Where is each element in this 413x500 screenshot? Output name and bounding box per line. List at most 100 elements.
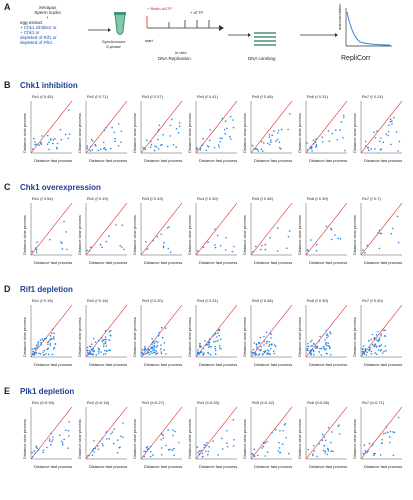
data-point: [219, 338, 222, 340]
rx-label: Rx3 (f 0.20): [142, 298, 163, 303]
data-point: [328, 345, 330, 347]
data-point: [104, 353, 107, 355]
data-point: [256, 348, 258, 350]
data-point: [263, 335, 265, 338]
data-point: [43, 338, 46, 341]
diagonal-line: [85, 203, 128, 256]
data-point: [363, 453, 365, 455]
data-point: [231, 250, 234, 253]
y-axis-label: Distance slow process: [297, 317, 302, 357]
data-point: [269, 343, 271, 346]
data-point: [39, 353, 42, 355]
data-point: [86, 249, 88, 252]
data-point: [375, 333, 378, 336]
data-point: [145, 240, 147, 243]
data-point: [93, 451, 95, 453]
data-point: [50, 443, 52, 446]
data-point: [35, 446, 37, 448]
y-axis-label: Distance slow process: [132, 215, 137, 255]
data-point: [66, 248, 68, 251]
data-point: [376, 130, 378, 132]
data-point: [311, 339, 313, 342]
data-point: [373, 452, 375, 455]
rx-label: Rx1 (f 0.15): [32, 298, 53, 303]
x-axis-label: Distance fast process: [89, 464, 128, 469]
data-point: [226, 430, 228, 432]
data-point: [365, 354, 368, 356]
data-point: [151, 343, 153, 345]
plot-axes: [305, 101, 347, 154]
data-point: [324, 450, 326, 452]
data-point: [310, 341, 312, 343]
data-point: [160, 348, 162, 350]
data-point: [163, 349, 165, 351]
data-point: [340, 121, 343, 123]
data-point: [374, 137, 377, 139]
data-point: [315, 249, 318, 252]
data-point: [218, 347, 221, 349]
start-label: start: [145, 38, 153, 43]
data-point: [35, 251, 38, 253]
diagonal-line: [360, 407, 403, 460]
data-point: [203, 443, 205, 446]
data-point: [381, 352, 384, 354]
scatter-plot: [360, 305, 403, 358]
invitro-label: in vitro: [175, 50, 187, 55]
data-point: [169, 448, 171, 451]
data-point: [334, 234, 336, 236]
data-point: [265, 331, 268, 334]
data-point: [391, 227, 394, 230]
data-point: [36, 447, 39, 449]
data-point: [383, 329, 385, 331]
x-axis-label: Distance fast process: [34, 260, 73, 265]
data-point: [53, 338, 55, 340]
data-point: [38, 352, 40, 355]
y-axis-label: Distance slow process: [132, 419, 137, 459]
data-point: [33, 450, 35, 452]
data-point: [362, 351, 365, 354]
data-point: [268, 345, 271, 347]
data-point: [251, 351, 253, 354]
data-point: [91, 149, 93, 151]
data-point: [309, 349, 311, 352]
data-point: [277, 227, 279, 229]
data-point: [40, 343, 42, 346]
data-point: [315, 145, 318, 147]
data-point: [42, 351, 44, 353]
data-point: [307, 249, 309, 252]
data-point: [373, 454, 375, 456]
data-point: [274, 428, 277, 431]
panel-letter-a: A: [4, 2, 11, 12]
data-point: [91, 449, 94, 452]
x-axis-label: Distance fast process: [199, 362, 238, 367]
data-point: [178, 441, 180, 444]
autocorrelation-label: autocorrelation: [337, 3, 342, 30]
x-axis-label: Distance fast process: [144, 464, 183, 469]
data-point: [209, 139, 211, 142]
data-point: [48, 440, 51, 442]
data-point: [251, 452, 254, 455]
x-axis-label: Distance fast process: [309, 362, 348, 367]
data-point: [104, 349, 106, 352]
data-point: [324, 452, 326, 454]
data-point: [310, 345, 312, 347]
panel-letter-d: D: [4, 284, 11, 294]
data-point: [199, 147, 202, 149]
x-axis-label: Distance fast process: [309, 158, 348, 163]
data-point: [32, 148, 34, 150]
data-point: [268, 349, 270, 352]
data-point: [384, 329, 386, 331]
data-point: [156, 146, 158, 148]
data-point: [263, 142, 265, 144]
scatter-plot: [140, 203, 183, 256]
diagonal-line: [305, 407, 348, 460]
data-point: [372, 443, 374, 445]
data-point: [212, 335, 214, 337]
data-point: [51, 353, 54, 356]
rx-label: Rx7 (f 0.24): [362, 94, 383, 99]
data-point: [342, 137, 344, 139]
scatter-plot: [305, 305, 348, 358]
data-point: [217, 144, 220, 146]
data-point: [389, 430, 392, 433]
data-point: [90, 138, 93, 141]
